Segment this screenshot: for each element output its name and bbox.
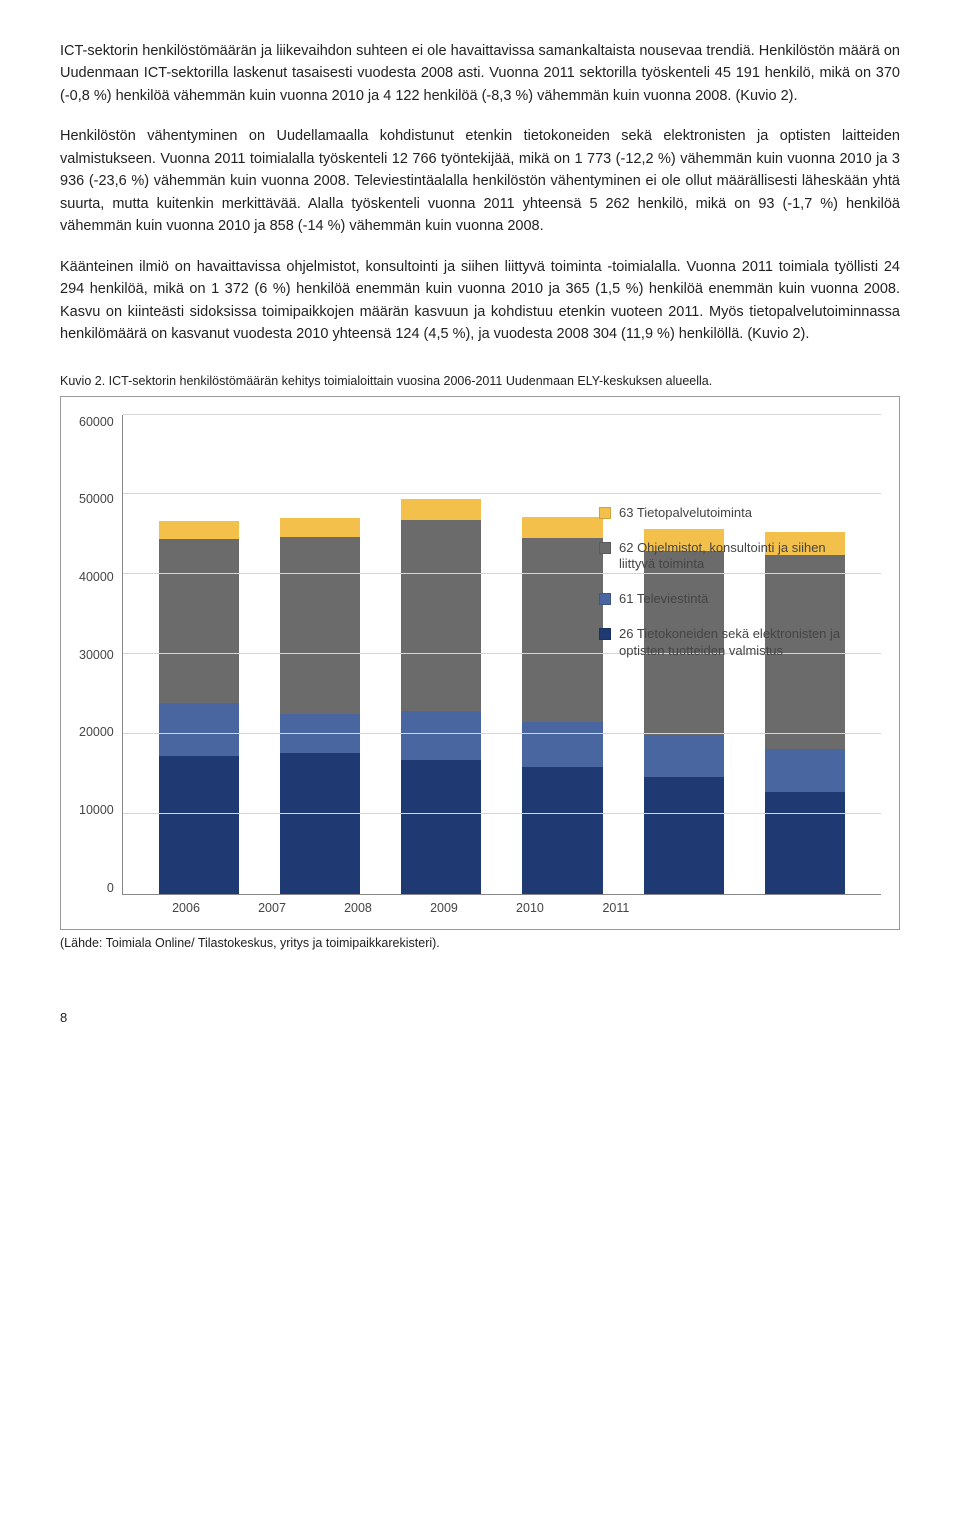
- gridline: [123, 493, 881, 494]
- bar-column: [159, 521, 239, 894]
- bar-segment: [522, 538, 602, 721]
- legend-label: 63 Tietopalvelutoiminta: [619, 505, 752, 522]
- y-tick-label: 0: [107, 881, 114, 895]
- legend-label: 26 Tietokoneiden sekä elektronisten ja o…: [619, 626, 859, 660]
- page-number: 8: [60, 1010, 900, 1025]
- x-tick-label: 2011: [588, 901, 645, 915]
- gridline: [123, 733, 881, 734]
- y-tick-label: 10000: [79, 803, 114, 817]
- paragraph-2: Henkilöstön vähentyminen on Uudellamaall…: [60, 125, 900, 237]
- bar-segment: [522, 517, 602, 539]
- bar-column: [401, 499, 481, 893]
- bar-segment: [765, 792, 845, 894]
- chart-caption: Kuvio 2. ICT-sektorin henkilöstömäärän k…: [60, 374, 900, 388]
- paragraph-1: ICT-sektorin henkilöstömäärän ja liikeva…: [60, 40, 900, 107]
- legend-item: 62 Ohjelmistot, konsultointi ja siihen l…: [599, 540, 859, 574]
- y-tick-label: 20000: [79, 725, 114, 739]
- legend-item: 63 Tietopalvelutoiminta: [599, 505, 859, 522]
- y-tick-label: 60000: [79, 415, 114, 429]
- y-axis: 60000 50000 40000 30000 20000 10000 0: [79, 415, 122, 895]
- paragraph-3: Käänteinen ilmiö on havaittavissa ohjelm…: [60, 256, 900, 346]
- legend-swatch: [599, 542, 611, 554]
- legend-swatch: [599, 507, 611, 519]
- x-tick-label: 2008: [330, 901, 387, 915]
- bar-segment: [522, 722, 602, 768]
- bar-segment: [644, 735, 724, 778]
- bar-segment: [159, 703, 239, 756]
- legend-label: 62 Ohjelmistot, konsultointi ja siihen l…: [619, 540, 859, 574]
- legend-swatch: [599, 628, 611, 640]
- bar-segment: [280, 537, 360, 715]
- bar-segment: [644, 777, 724, 893]
- legend-item: 61 Televiestintä: [599, 591, 859, 608]
- gridline: [123, 813, 881, 814]
- legend-item: 26 Tietokoneiden sekä elektronisten ja o…: [599, 626, 859, 660]
- x-tick-label: 2009: [416, 901, 473, 915]
- y-tick-label: 50000: [79, 492, 114, 506]
- bar-segment: [159, 539, 239, 703]
- bar-segment: [765, 749, 845, 791]
- bar-segment: [401, 760, 481, 894]
- legend: 63 Tietopalvelutoiminta 62 Ohjelmistot, k…: [599, 505, 859, 678]
- bar-segment: [401, 499, 481, 520]
- bar-segment: [159, 521, 239, 539]
- x-axis-labels: 2006 2007 2008 2009 2010 2011: [127, 895, 675, 915]
- x-tick-label: 2006: [158, 901, 215, 915]
- bar-segment: [280, 753, 360, 894]
- bar-segment: [522, 767, 602, 893]
- bar-segment: [401, 711, 481, 760]
- y-tick-label: 30000: [79, 648, 114, 662]
- chart-area: 60000 50000 40000 30000 20000 10000 0 63 Tieto…: [79, 415, 881, 895]
- chart-container: 60000 50000 40000 30000 20000 10000 0 63 Tieto…: [60, 396, 900, 930]
- x-tick-label: 2007: [244, 901, 301, 915]
- bar-segment: [280, 518, 360, 537]
- x-tick-label: 2010: [502, 901, 559, 915]
- chart-source: (Lähde: Toimiala Online/ Tilastokeskus, …: [60, 936, 900, 950]
- gridline: [123, 414, 881, 415]
- legend-swatch: [599, 593, 611, 605]
- y-tick-label: 40000: [79, 570, 114, 584]
- bar-segment: [159, 756, 239, 894]
- bar-segment: [401, 520, 481, 711]
- legend-label: 61 Televiestintä: [619, 591, 708, 608]
